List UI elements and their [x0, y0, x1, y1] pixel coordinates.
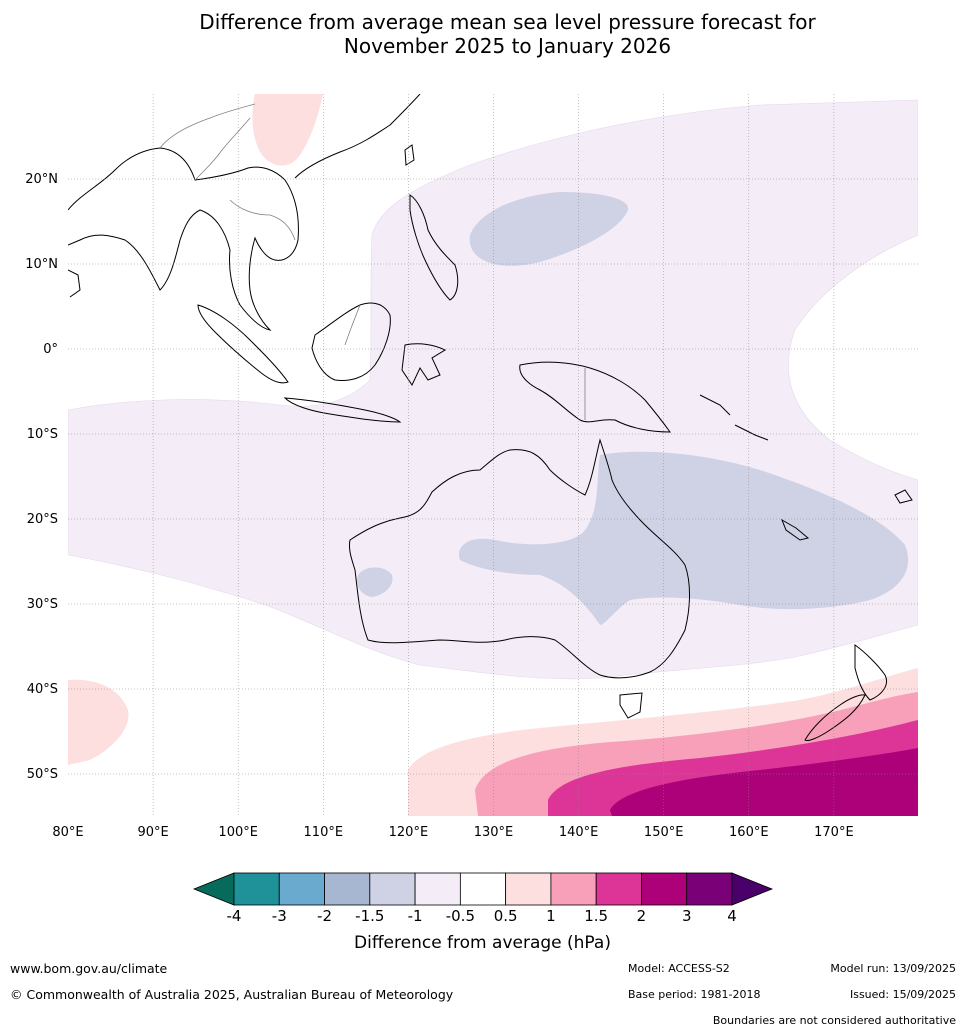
coastline-australia — [349, 438, 691, 679]
colorbar-swatch — [369, 872, 416, 906]
coastline-new-guinea — [519, 361, 671, 433]
latitude-labels: 20°N 10°N 0° 10°S 20°S 30°S 40°S 50°S — [25, 172, 58, 782]
title-line-2: November 2025 to January 2026 — [343, 34, 672, 58]
colorbar-swatch — [324, 872, 371, 906]
latitude-label: 20°S — [27, 512, 58, 527]
longitude-label: 80°E — [52, 825, 83, 840]
colorbar-tick-label: -2 — [317, 907, 332, 925]
colorbar-swatch — [641, 872, 688, 906]
title-line-1: Difference from average mean sea level p… — [199, 10, 816, 34]
colorbar-tick-label: 1.5 — [584, 907, 608, 925]
colorbar-arrow-high — [731, 872, 774, 906]
longitude-label: 110°E — [304, 825, 344, 840]
issued-text: Issued: 15/09/2025 — [849, 988, 956, 1001]
colorbar-swatch — [595, 872, 642, 906]
coastline-new-zealand-south — [804, 694, 866, 741]
longitude-label: 140°E — [559, 825, 599, 840]
latitude-label: 30°S — [27, 597, 58, 612]
anomaly-region-light-pink-asia — [252, 94, 323, 166]
website-link[interactable]: www.bom.gov.au/climate — [10, 961, 168, 976]
copyright-text: © Commonwealth of Australia 2025, Austra… — [10, 987, 454, 1002]
coastline-sumatra — [197, 304, 289, 384]
colorbar-swatch — [414, 872, 461, 906]
longitude-labels: 80°E 90°E 100°E 110°E 120°E 130°E 140°E 150°E 16… — [52, 825, 853, 840]
anomaly-region-lavender-west — [357, 567, 393, 597]
coastline-solomon — [699, 394, 769, 441]
latitude-label: 10°N — [25, 257, 58, 272]
colorbar-tick-label: 1 — [546, 907, 556, 925]
coastline-borneo — [311, 302, 391, 381]
latitude-label: 10°S — [27, 427, 58, 442]
latitude-label: 0° — [43, 342, 58, 357]
coastline-mainland-asia — [68, 147, 299, 331]
longitude-label: 90°E — [137, 825, 168, 840]
colorbar-tick-label: -3 — [272, 907, 287, 925]
longitude-label: 170°E — [814, 825, 854, 840]
coastline-taiwan — [404, 144, 415, 166]
map-title: Difference from average mean sea level p… — [0, 10, 965, 58]
coastline-java — [283, 397, 402, 423]
anomaly-region-light-pink-indian — [68, 679, 129, 765]
longitude-label: 120°E — [389, 825, 429, 840]
longitude-label: 100°E — [218, 825, 258, 840]
coastline-tasmania — [619, 692, 643, 719]
colorbar-tick-label: -1.5 — [355, 907, 384, 925]
coastline-philippines — [409, 194, 459, 301]
latitude-label: 50°S — [27, 767, 58, 782]
colorbar-tick-label: -0.5 — [446, 907, 475, 925]
longitude-label: 160°E — [729, 825, 769, 840]
longitude-label: 130°E — [474, 825, 514, 840]
anomaly-region-lavender-north — [469, 192, 629, 266]
latitude-label: 40°S — [27, 682, 58, 697]
coastline-fiji — [894, 489, 913, 504]
latitude-label: 20°N — [25, 172, 58, 187]
colorbar-tick-label: -4 — [227, 907, 242, 925]
coastline-new-zealand-north — [854, 644, 887, 701]
coastline-new-caledonia — [781, 518, 810, 541]
model-text: Model: ACCESS-S2 — [628, 962, 730, 975]
colorbar-tick-label: 2 — [637, 907, 647, 925]
colorbar-tick-label: 4 — [727, 907, 737, 925]
anomaly-region-lavender-south — [459, 451, 909, 625]
graticule — [68, 94, 918, 816]
coastline-china — [294, 94, 421, 179]
anomaly-region-deep-magenta — [610, 748, 918, 816]
colorbar-swatch — [459, 872, 507, 906]
longitude-label: 150°E — [644, 825, 684, 840]
map-area — [68, 94, 918, 816]
colorbar-tick-label: 0.5 — [494, 907, 518, 925]
coastlines — [68, 94, 913, 741]
base-period-text: Base period: 1981-2018 — [628, 988, 761, 1001]
colorbar-arrow-low — [192, 872, 235, 906]
coastline-sulawesi — [401, 343, 447, 387]
colorbar-swatch — [505, 872, 552, 906]
colorbar-swatch — [278, 872, 325, 906]
model-run-text: Model run: 13/09/2025 — [830, 962, 956, 975]
colorbar-swatch — [233, 872, 280, 906]
disclaimer-text: Boundaries are not considered authoritat… — [712, 1014, 956, 1027]
colorbar-swatch — [550, 872, 597, 906]
country-borders — [159, 103, 586, 420]
colorbar-tick-label: 3 — [682, 907, 692, 925]
colorbar-title: Difference from average (hPa) — [354, 933, 611, 953]
colorbar: -4 -3 -2 -1.5 -1 -0.5 0.5 1 1.5 2 3 4 — [192, 872, 774, 925]
colorbar-tick-label: -1 — [408, 907, 423, 925]
coastline-sri-lanka — [68, 269, 81, 298]
colorbar-swatch — [686, 872, 733, 906]
